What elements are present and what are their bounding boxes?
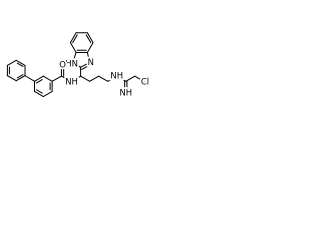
atom-label: N (88, 57, 94, 67)
atom-label: Cl (141, 76, 149, 86)
molecule: HN N O NH NH NH Cl (6, 32, 151, 99)
bonds (6, 32, 145, 98)
atom-labels: HN N O NH NH NH Cl (58, 55, 151, 99)
atom-label: HN (65, 58, 78, 68)
page: {"molecule": {"atoms": [ {"label": "HN"}… (0, 0, 152, 152)
structure: HN N O NH NH NH Cl (6, 32, 151, 99)
atom-label: NH (119, 88, 132, 98)
atom-label: NH (65, 76, 78, 86)
atom-label: O (59, 59, 66, 69)
atom-label: NH (110, 71, 123, 81)
